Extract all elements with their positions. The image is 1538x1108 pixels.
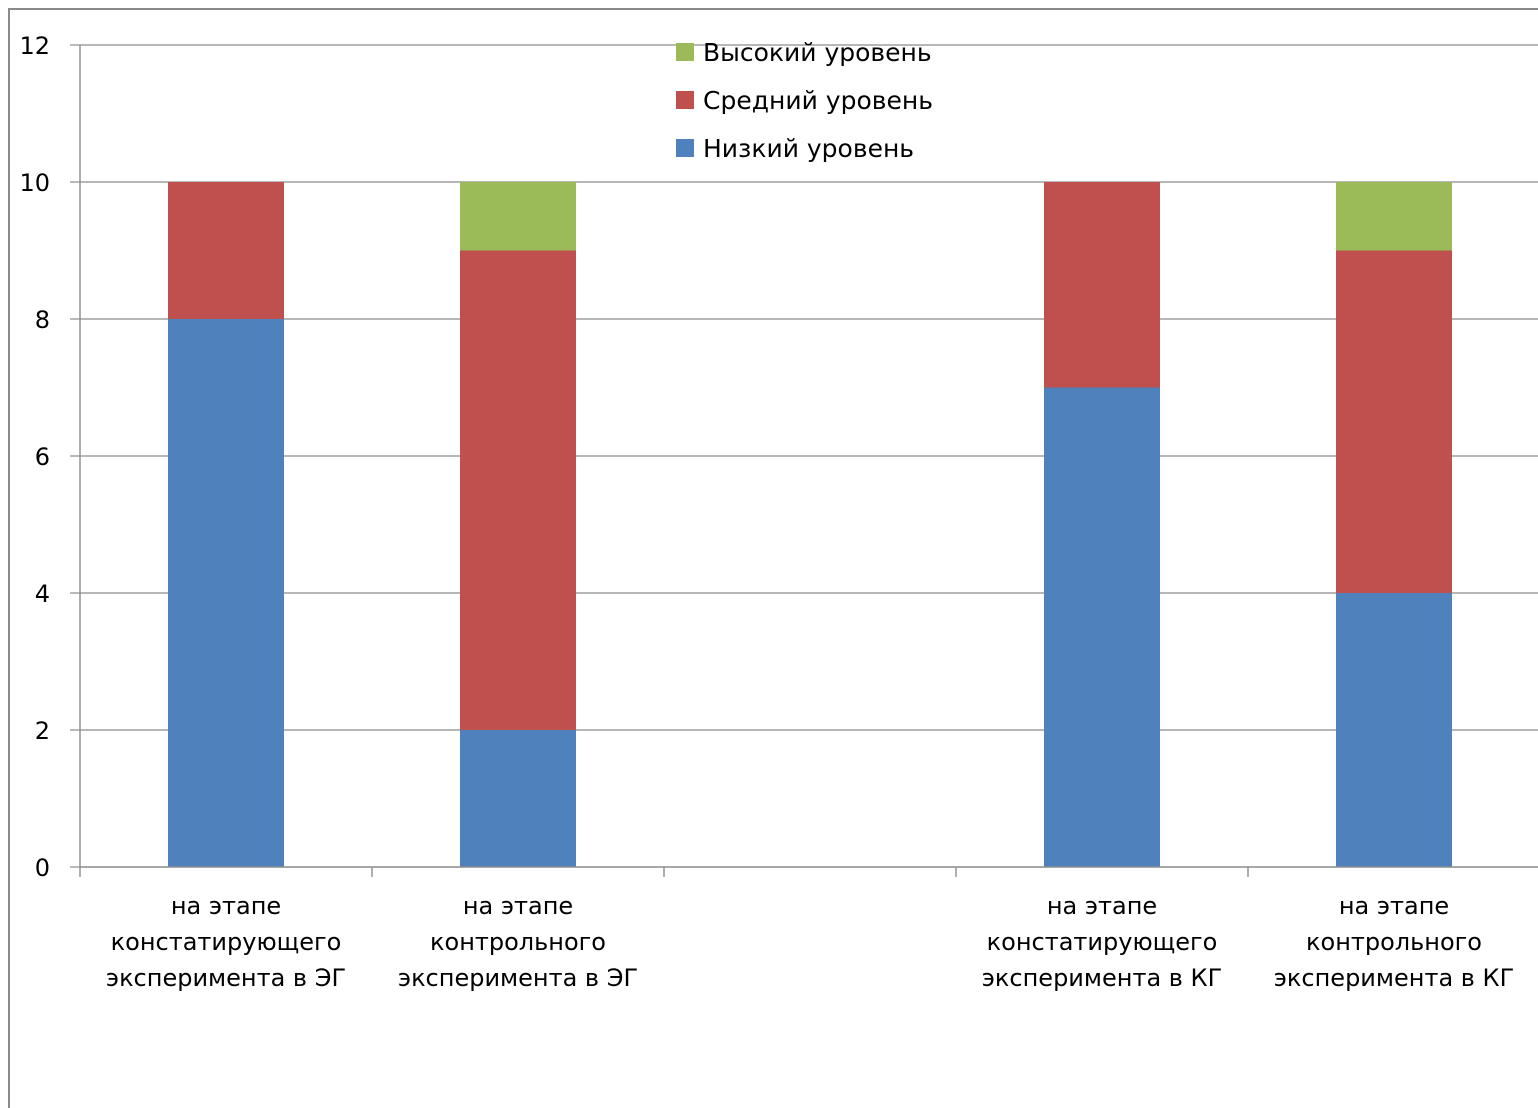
x-category-label: на этапе bbox=[463, 892, 573, 920]
x-category-label: контрольного bbox=[430, 928, 606, 956]
legend: Высокий уровень Средний уровень Низкий уро… bbox=[676, 38, 933, 163]
bar-segment bbox=[460, 730, 576, 867]
y-tick-label: 12 bbox=[19, 32, 50, 60]
y-tick-label: 6 bbox=[35, 443, 50, 471]
x-category-label: эксперимента в ЭГ bbox=[398, 964, 638, 992]
bar-segment bbox=[1336, 182, 1452, 251]
x-category-label: констатирующего bbox=[987, 928, 1218, 956]
x-category-label: эксперимента в КГ bbox=[982, 964, 1222, 992]
y-tick-label: 0 bbox=[35, 854, 50, 882]
legend-swatch bbox=[676, 91, 694, 109]
bar-segment bbox=[1336, 250, 1452, 593]
bar-segment bbox=[168, 319, 284, 867]
bar-segment bbox=[460, 182, 576, 251]
x-category-label: на этапе bbox=[171, 892, 281, 920]
x-category-label: на этапе bbox=[1339, 892, 1449, 920]
x-category-label: констатирующего bbox=[111, 928, 342, 956]
legend-label: Низкий уровень bbox=[703, 134, 914, 163]
y-tick-labels: 0 2 4 6 8 10 12 bbox=[19, 32, 50, 882]
legend-swatch bbox=[676, 139, 694, 157]
x-category-labels: на этапе констатирующего эксперимента в ЭГ… bbox=[106, 892, 1514, 992]
legend-label: Высокий уровень bbox=[703, 38, 932, 67]
bar-segment bbox=[168, 182, 284, 319]
y-tick-label: 8 bbox=[35, 306, 50, 334]
bar-segment bbox=[1336, 593, 1452, 867]
x-category-label: эксперимента в ЭГ bbox=[106, 964, 346, 992]
bar-segment bbox=[1044, 387, 1160, 867]
x-category-label: на этапе bbox=[1047, 892, 1157, 920]
axes bbox=[70, 44, 1538, 877]
chart-frame bbox=[8, 8, 1538, 1108]
y-tick-label: 10 bbox=[19, 169, 50, 197]
x-category-label: контрольного bbox=[1306, 928, 1482, 956]
y-tick-label: 2 bbox=[35, 717, 50, 745]
gridlines bbox=[80, 44, 1538, 731]
bar-segment bbox=[460, 250, 576, 730]
y-tick-label: 4 bbox=[35, 580, 50, 608]
bars bbox=[168, 182, 1452, 867]
legend-swatch bbox=[676, 43, 694, 61]
legend-label: Средний уровень bbox=[703, 86, 933, 115]
x-category-label: эксперимента в КГ bbox=[1274, 964, 1514, 992]
bar-segment bbox=[1044, 182, 1160, 388]
